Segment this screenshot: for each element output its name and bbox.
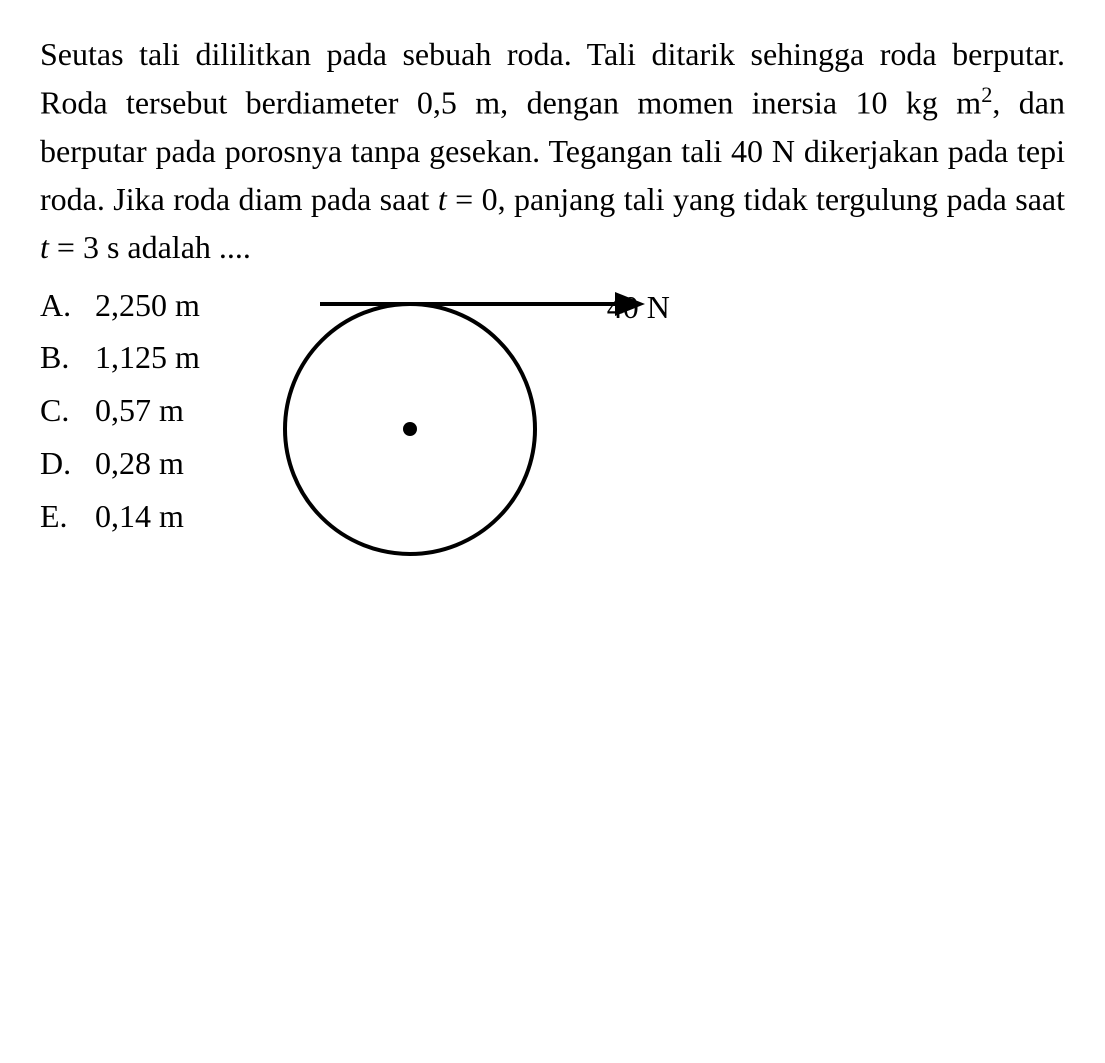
question-superscript: 2 [981,82,992,107]
option-letter: A. [40,279,95,332]
center-dot-icon [403,422,417,436]
content-row: A. 2,250 m B. 1,125 m C. 0,57 m D. 0,28 … [40,279,1065,569]
option-e: E. 0,14 m [40,490,200,543]
option-value: 0,28 m [95,437,184,490]
option-letter: C. [40,384,95,437]
option-letter: D. [40,437,95,490]
option-d: D. 0,28 m [40,437,200,490]
option-a: A. 2,250 m [40,279,200,332]
question-part-3: = 0, panjang tali yang tidak tergulung p… [447,181,1065,217]
option-value: 2,250 m [95,279,200,332]
option-c: C. 0,57 m [40,384,200,437]
option-letter: B. [40,331,95,384]
option-letter: E. [40,490,95,543]
figure: 40 N [220,279,680,569]
question-part-4: = 3 s adalah .... [49,229,251,265]
options-list: A. 2,250 m B. 1,125 m C. 0,57 m D. 0,28 … [40,279,220,543]
question-var-2: t [40,229,49,265]
option-value: 0,57 m [95,384,184,437]
force-label: 40 N [607,289,670,326]
option-value: 0,14 m [95,490,184,543]
question-text: Seutas tali dililitkan pada sebuah roda.… [40,30,1065,271]
figure-container: 40 N [220,279,1065,569]
option-b: B. 1,125 m [40,331,200,384]
question-part-1: Seutas tali dililitkan pada sebuah roda.… [40,36,1065,121]
option-value: 1,125 m [95,331,200,384]
question-var-1: t [438,181,447,217]
